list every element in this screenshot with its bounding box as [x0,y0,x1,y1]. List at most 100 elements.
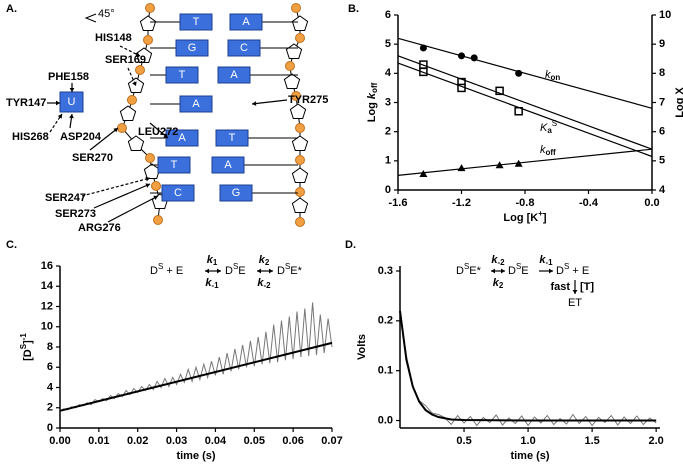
base-label: G [188,42,197,54]
arrow-head [252,101,257,106]
text-part: a [547,126,552,135]
text-part: on [551,73,561,82]
text-part: k [259,254,266,266]
base-box [157,156,191,174]
text-part: -2 [498,258,506,267]
text-part: k [366,92,378,99]
phosphate [127,95,137,105]
arrow-head [163,133,168,138]
text-part: S [516,262,521,271]
text-part: S [158,262,163,271]
base-label: A [230,69,238,81]
y2-tick-label: 9 [659,38,665,50]
phosphate [145,153,155,163]
text-part: S [285,262,290,271]
phosphate [295,155,305,165]
sugar [285,43,303,59]
text-part: time (s) [510,450,549,462]
base-label: A [178,132,186,144]
y-tick-label: 3 [385,96,391,108]
species: DSE* [277,262,303,277]
text-part: k [257,277,264,289]
residue-label: HIS148 [95,32,132,44]
sugar [143,163,161,179]
y-tick-label: 10 [41,321,53,333]
annotation: KaS [540,119,557,135]
x-axis-label: Log [K+] [503,209,547,224]
series-line [397,62,653,158]
text-part: + E [569,265,589,277]
y-tick-label: 6 [47,361,53,373]
text-part: [D [22,349,34,361]
arrow-head [113,128,118,133]
y-tick-label: 2 [47,402,53,414]
arrow [81,177,151,197]
nucleotide-label: U [68,96,76,108]
text-part: time (s) [176,450,215,462]
arrow-head [145,183,150,188]
x-tick-label: 1.5 [584,435,599,447]
x-tick-label: -0.8 [516,197,535,209]
y-tick-label: 5 [385,38,391,50]
y2-axis-label: Log X [674,87,683,118]
text-part: -1 [19,333,28,341]
scheme-note: [T] [580,281,594,293]
arrow-head [153,195,158,200]
residue-label: SER270 [72,152,113,164]
text-part: ] [22,340,34,344]
x-tick-label: 0.07 [321,435,342,447]
arrow-head [217,268,221,274]
text-part: E* [290,265,302,277]
x-tick-label: -0.4 [579,197,599,209]
text-part: Log [K [503,212,538,224]
text-part: E* [469,265,481,277]
text-part: -1 [212,281,220,290]
text-part: 2 [265,258,270,267]
annotation: kon [545,69,560,82]
arrow-head [57,114,62,119]
x-axis-label: time (s) [176,450,215,462]
arrow-head [257,268,261,274]
base-box [229,13,263,31]
text-part: S [19,343,28,349]
arrow-head [56,100,60,106]
x-tick-label: 0.05 [244,435,265,447]
phosphate [295,217,305,227]
text-part: D [277,265,285,277]
panel-label: B. [348,3,359,15]
species: ET [568,297,582,309]
text-part: k [491,254,498,266]
panel-label: A. [6,3,17,15]
y-axis-label: Log koff [366,82,379,122]
point [419,169,428,177]
rate-constant: k1 [207,254,218,267]
sugar [291,135,309,151]
y-axis-label: [DS]-1 [19,333,34,361]
text-part: 2 [499,281,504,290]
base-label: T [171,159,178,171]
base-box [165,129,199,147]
phosphate [295,33,305,43]
rate-constant: k-2 [491,254,505,267]
text-part: off [370,82,379,93]
phosphate [135,65,145,75]
species: DSE* [456,262,482,277]
text-part: ET [568,297,582,309]
text-part: S [233,262,238,271]
x-tick-label: -1.6 [389,197,408,209]
angle-glyph [84,13,97,23]
phosphate [295,123,305,133]
rate-constant: k-2 [257,277,271,290]
x-tick-label: 0.00 [49,435,70,447]
text-part: k [205,277,212,289]
sugar [289,103,307,119]
series-line [399,310,657,427]
text-part: D [150,265,158,277]
y-tick-label: 14 [41,280,54,292]
y-tick-label: 12 [41,300,53,312]
x-tick-label: 0.5 [456,435,471,447]
phosphate [285,61,295,71]
text-part: -2 [264,281,272,290]
species: DSE [508,262,529,277]
